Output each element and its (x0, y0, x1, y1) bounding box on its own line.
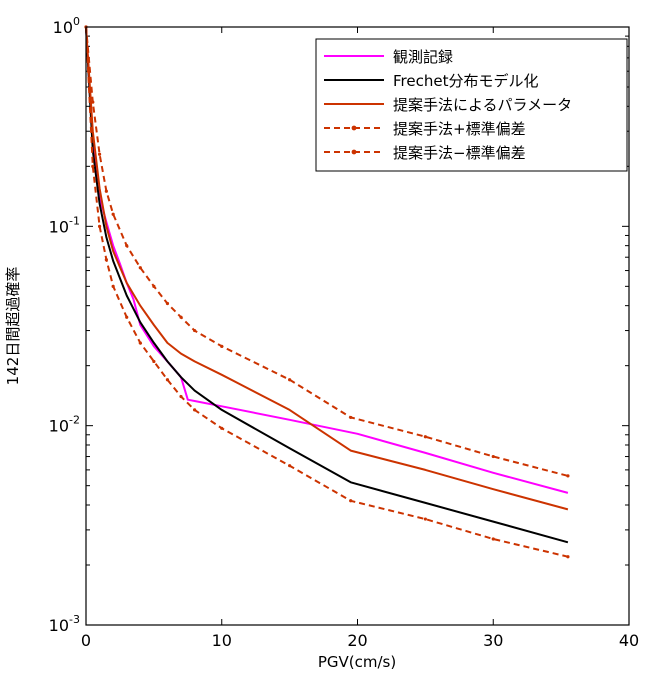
x-tick-label: 20 (347, 631, 367, 650)
series-layer (84, 25, 570, 559)
series-point-4 (152, 359, 156, 364)
series-point-3 (179, 315, 183, 319)
series-point-4 (125, 315, 129, 319)
series-point-4 (111, 284, 115, 288)
series-point-4 (288, 464, 292, 468)
series-point-4 (179, 394, 183, 399)
x-tick-label: 30 (483, 631, 503, 650)
series-point-4 (193, 408, 197, 412)
x-tick-label: 10 (212, 631, 232, 650)
legend-label-0: 観測記録 (393, 48, 453, 66)
series-point-3 (423, 435, 427, 439)
series-line-0 (85, 26, 569, 494)
series-point-4 (423, 517, 427, 521)
series-point-4 (566, 555, 570, 559)
legend-label-3: 提案手法+標準偏差 (393, 120, 526, 138)
y-tick-label: 100 (53, 15, 80, 37)
series-point-3 (152, 284, 156, 288)
series-point-3 (125, 244, 129, 248)
legend-marker-4 (351, 149, 357, 155)
series-point-4 (165, 378, 170, 382)
series-point-3 (97, 152, 102, 156)
series-point-4 (91, 164, 95, 168)
series-point-3 (288, 378, 292, 382)
legend: 観測記録 Frechet分布モデル化提案手法によるパラメータ提案手法+標準偏差提案… (315, 38, 628, 172)
x-tick-label: 40 (619, 631, 639, 650)
series-point-3 (111, 212, 115, 216)
x-tick-label: 0 (81, 631, 91, 650)
series-point-3 (193, 328, 197, 333)
series-point-4 (349, 499, 353, 503)
series-point-3 (491, 454, 495, 459)
y-tick-label: 10-3 (49, 613, 80, 635)
series-point-4 (97, 224, 102, 228)
plot-frame (85, 26, 630, 626)
y-tick-label: 10-2 (49, 414, 80, 436)
series-point-4 (104, 258, 108, 262)
series-point-3 (566, 474, 570, 478)
series-point-4 (491, 537, 495, 541)
legend-label-2: 提案手法によるパラメータ (393, 96, 572, 114)
y-axis-label: 142日間超過確率 (4, 267, 22, 386)
series-line-4 (85, 26, 569, 558)
series-point-3 (220, 344, 224, 348)
series-point-3 (104, 189, 108, 193)
labels-layer: 0 10 20 30 40 10-3 10-2 10-1 100 (49, 15, 640, 650)
y-tick-label: 10-1 (49, 214, 80, 236)
series-point-3 (349, 415, 353, 420)
series-point-3 (91, 100, 95, 104)
legend-label-4: 提案手法−標準偏差 (393, 144, 526, 162)
series-point-3 (165, 301, 170, 306)
x-axis-label: PGV(cm/s) (318, 653, 396, 671)
series-line-1 (85, 26, 569, 544)
series-point-3 (138, 266, 142, 270)
series-line-2 (85, 26, 569, 511)
legend-marker-3 (351, 125, 357, 131)
series-point-4 (138, 341, 142, 345)
series-point-4 (220, 426, 224, 430)
legend-label-1: Frechet分布モデル化 (393, 72, 538, 90)
